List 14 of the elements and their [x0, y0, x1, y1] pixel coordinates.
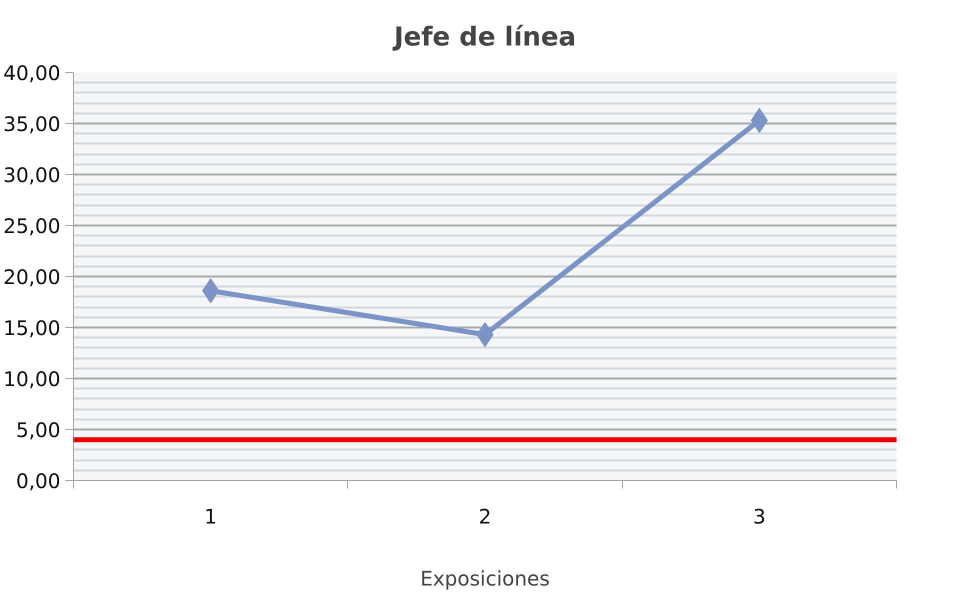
y-tick-label: 5,00 — [16, 418, 60, 442]
y-tick-label: 30,00 — [3, 163, 61, 187]
y-tick-label: 25,00 — [3, 214, 61, 238]
y-tick-label: 0,00 — [16, 469, 60, 493]
chart-title: Jefe de línea — [392, 22, 576, 52]
x-axis-title: Exposiciones — [420, 566, 550, 590]
y-tick-label: 20,00 — [3, 265, 61, 289]
x-tick-label: 1 — [204, 504, 218, 528]
y-tick-label: 15,00 — [3, 316, 61, 340]
y-tick-label: 10,00 — [3, 367, 61, 391]
y-tick-label: 40,00 — [3, 61, 61, 85]
x-tick-label: 3 — [752, 504, 766, 528]
x-tick-label: 2 — [478, 504, 492, 528]
y-tick-label: 35,00 — [3, 112, 61, 136]
